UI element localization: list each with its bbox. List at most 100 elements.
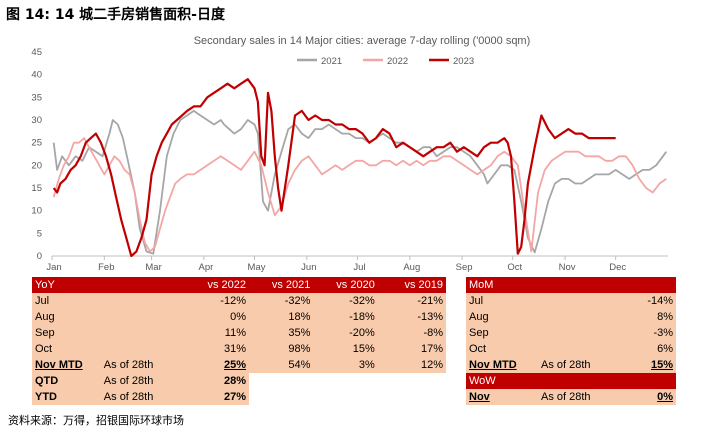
cell: -12% (175, 293, 249, 309)
mom-header: MoM (466, 277, 676, 293)
row-note: As of 28th (538, 357, 614, 373)
cell: 31% (175, 341, 249, 357)
cell: -21% (377, 293, 446, 309)
cell: -32% (248, 293, 314, 309)
cell: 35% (248, 325, 314, 341)
table-row: Oct 31% 98% 15% 17% (32, 341, 446, 357)
x-tick-label: Jul (353, 262, 365, 273)
series-line-2021 (52, 110, 668, 255)
row-label: Nov MTD (32, 357, 101, 373)
figure-title: 图 14: 14 城二手房销售面积-日度 (6, 7, 225, 23)
cell: 18% (248, 309, 314, 325)
cell: -18% (313, 309, 378, 325)
x-tick-label: Oct (507, 262, 522, 273)
cell: -3% (614, 325, 676, 341)
cell: 15% (614, 357, 676, 373)
row-note: As of 28th (100, 389, 176, 405)
row-note (538, 309, 614, 325)
row-note: As of 28th (100, 373, 176, 389)
wow-header: WoW (466, 373, 676, 389)
cell: 54% (248, 357, 314, 373)
y-tick-label: 40 (31, 70, 42, 81)
x-tick-label: May (248, 262, 266, 273)
table-row: QTD As of 28th 28% (32, 373, 446, 389)
row-note (100, 341, 176, 357)
yoy-header-row: YoY vs 2022 vs 2021 vs 2020 vs 2019 (32, 277, 446, 293)
cell: 3% (313, 357, 378, 373)
table-row: Nov MTD As of 28th 25% 54% 3% 12% (32, 357, 446, 373)
cell: 8% (614, 309, 676, 325)
chart-title: Secondary sales in 14 Major cities: aver… (194, 35, 531, 47)
table-row: Sep -3% (466, 325, 676, 341)
table-row: Nov As of 28th 0% (466, 389, 676, 405)
cell: 11% (175, 325, 249, 341)
x-tick-label: Feb (98, 262, 114, 273)
cell: 0% (614, 389, 676, 405)
yoy-header-vs2020: vs 2020 (313, 277, 378, 293)
yoy-header-label: YoY (32, 277, 101, 293)
row-label: Sep (466, 325, 538, 341)
row-label: Nov (466, 389, 538, 405)
row-note: As of 28th (538, 389, 614, 405)
source-note: 资料来源：万得，招银国际环球市场 (8, 414, 184, 427)
cell: 28% (175, 373, 249, 389)
x-tick-label: Sep (456, 262, 473, 273)
table-row: YTD As of 28th 27% (32, 389, 446, 405)
table-row: Aug 8% (466, 309, 676, 325)
cell: -20% (313, 325, 378, 341)
series-line-2022 (52, 137, 667, 253)
cell: 25% (175, 357, 249, 373)
cell: -32% (313, 293, 378, 309)
y-tick-label: 35 (31, 92, 42, 103)
yoy-header-vs2022: vs 2022 (175, 277, 249, 293)
mom-table: MoM Jul -14% Aug 8% Sep -3% Oct 6% Nov M… (466, 277, 676, 405)
row-note (100, 293, 176, 309)
table-row: Aug 0% 18% -18% -13% (32, 309, 446, 325)
cell: 0% (175, 309, 249, 325)
cell: 98% (248, 341, 314, 357)
row-label: Aug (32, 309, 101, 325)
y-tick-label: 5 (37, 228, 42, 239)
line-chart: Secondary sales in 14 Major cities: aver… (31, 35, 668, 273)
legend-label-2022: 2022 (387, 56, 408, 67)
legend-label-2021: 2021 (321, 56, 342, 67)
x-tick-label: Jun (301, 262, 316, 273)
row-label: Oct (466, 341, 538, 357)
row-label: Sep (32, 325, 101, 341)
mom-header-row: MoM (466, 277, 676, 293)
y-tick-label: 45 (31, 47, 42, 58)
row-note (100, 309, 176, 325)
x-axis: Jan Feb Mar Apr May Jun Jul Aug Sep Oct Nov Dec (46, 255, 668, 273)
yoy-header-vs2021: vs 2021 (248, 277, 314, 293)
row-note (538, 341, 614, 357)
table-row: Oct 6% (466, 341, 676, 357)
cell: -8% (377, 325, 446, 341)
yoy-table: YoY vs 2022 vs 2021 vs 2020 vs 2019 Jul … (32, 277, 446, 405)
y-tick-label: 0 (37, 251, 42, 262)
y-tick-label: 20 (31, 160, 42, 171)
row-note (538, 325, 614, 341)
row-note (538, 293, 614, 309)
cell: -14% (614, 293, 676, 309)
table-row: Jul -12% -32% -32% -21% (32, 293, 446, 309)
row-label: Aug (466, 309, 538, 325)
x-tick-label: Dec (609, 262, 626, 273)
cell: 17% (377, 341, 446, 357)
x-tick-label: Aug (403, 262, 420, 273)
table-row: Jul -14% (466, 293, 676, 309)
x-tick-label: Jan (46, 262, 61, 273)
blank-cell (248, 389, 446, 405)
cell: 6% (614, 341, 676, 357)
x-tick-label: Nov (559, 262, 576, 273)
table-row: Sep 11% 35% -20% -8% (32, 325, 446, 341)
row-label: QTD (32, 373, 101, 389)
yoy-header-vs2019: vs 2019 (377, 277, 446, 293)
legend-label-2023: 2023 (453, 56, 474, 67)
cell: -13% (377, 309, 446, 325)
wow-header-row: WoW (466, 373, 676, 389)
y-tick-label: 10 (31, 206, 42, 217)
row-note (100, 325, 176, 341)
y-tick-label: 30 (31, 115, 42, 126)
series-line-2023 (52, 78, 616, 258)
x-tick-label: Apr (198, 262, 213, 273)
